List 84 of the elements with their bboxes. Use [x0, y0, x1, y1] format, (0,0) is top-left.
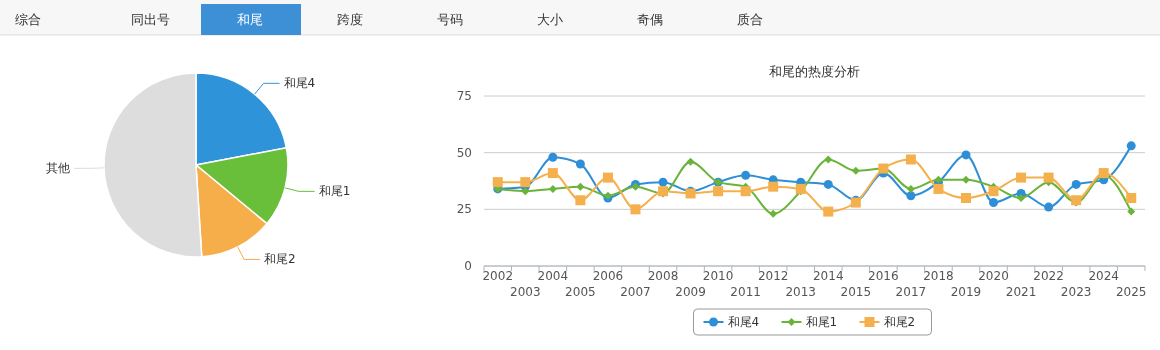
point: [905, 154, 916, 165]
point: [961, 175, 970, 184]
point: [713, 186, 724, 197]
point: [575, 195, 586, 206]
x-tick-label: 2008: [647, 269, 679, 283]
y-tick-label: 50: [456, 145, 472, 160]
point: [630, 204, 641, 215]
x-tick-label: 2005: [565, 285, 596, 299]
point: [824, 155, 833, 164]
point: [768, 181, 779, 192]
x-tick-label: 2023: [1060, 285, 1092, 299]
point: [1127, 207, 1136, 216]
x-tick-label: 2004: [537, 269, 569, 283]
point: [492, 177, 503, 188]
category-label: 跨度: [337, 12, 363, 27]
x-tick-label: 2015: [840, 285, 872, 299]
x-tick-label: 2006: [592, 269, 624, 283]
category-label: 大小: [537, 12, 563, 27]
point: [521, 187, 530, 196]
x-tick-label: 2007: [620, 285, 651, 299]
category-label: 和尾: [237, 12, 263, 27]
point: [851, 166, 860, 175]
x-tick-label: 2011: [730, 285, 761, 299]
point: [1126, 193, 1137, 203]
category-label: 综合: [15, 12, 41, 27]
slice-label: 和尾1: [318, 184, 351, 199]
slice-label: 其他: [46, 161, 71, 176]
point: [769, 209, 778, 218]
point: [548, 152, 558, 162]
x-tick-label: 2018: [923, 269, 954, 283]
point: [1016, 172, 1027, 183]
y-tick-label: 25: [456, 202, 472, 217]
x-tick-label: 2003: [510, 285, 541, 299]
category-label: 号码: [437, 12, 463, 27]
x-tick-label: 2021: [1005, 285, 1037, 299]
x-tick-label: 2022: [1033, 269, 1064, 283]
x-tick-label: 2013: [785, 285, 816, 299]
category-label: 质合: [737, 12, 763, 27]
point: [1043, 172, 1054, 183]
point: [795, 183, 806, 194]
point: [740, 186, 751, 197]
point: [520, 177, 531, 188]
x-tick-label: 2017: [895, 285, 927, 299]
point: [960, 193, 971, 203]
y-tick-label: 0: [464, 259, 472, 273]
legend-label: 和尾2: [883, 315, 916, 329]
x-tick-label: 2024: [1088, 269, 1119, 283]
point: [547, 168, 558, 179]
point: [961, 150, 971, 160]
x-tick-label: 2019: [950, 285, 982, 299]
point: [575, 159, 585, 169]
point: [933, 183, 944, 194]
point: [576, 182, 585, 191]
point: [989, 198, 999, 208]
category-label: 同出号: [130, 12, 170, 27]
point: [741, 170, 751, 180]
legend-label: 和尾4: [727, 315, 760, 329]
point: [548, 184, 557, 193]
y-tick-label: 75: [456, 89, 472, 103]
x-tick-label: 2009: [675, 285, 706, 299]
x-tick-label: 2025: [1115, 285, 1147, 299]
x-tick-label: 2012: [757, 269, 789, 283]
slice-label: 和尾2: [264, 252, 296, 267]
point: [686, 157, 695, 166]
point: [602, 172, 613, 183]
point: [823, 179, 833, 189]
point: [1044, 202, 1054, 212]
point: [823, 206, 834, 217]
point: [1126, 141, 1136, 151]
chart-title: 和尾的热度分析: [769, 64, 860, 79]
point: [658, 177, 668, 187]
x-tick-label: 2010: [702, 269, 734, 283]
category-label: 奇偶: [637, 12, 663, 27]
legend-label: 和尾1: [805, 315, 838, 329]
x-tick-label: 2016: [868, 269, 899, 283]
x-tick-label: 2020: [978, 269, 1009, 283]
slice-label: 和尾4: [283, 76, 316, 91]
point: [906, 191, 916, 201]
x-tick-label: 2014: [813, 269, 844, 283]
point: [988, 186, 999, 197]
point: [1017, 194, 1026, 202]
point: [906, 184, 915, 193]
x-tick-label: 2002: [482, 269, 514, 283]
point: [1071, 179, 1081, 189]
